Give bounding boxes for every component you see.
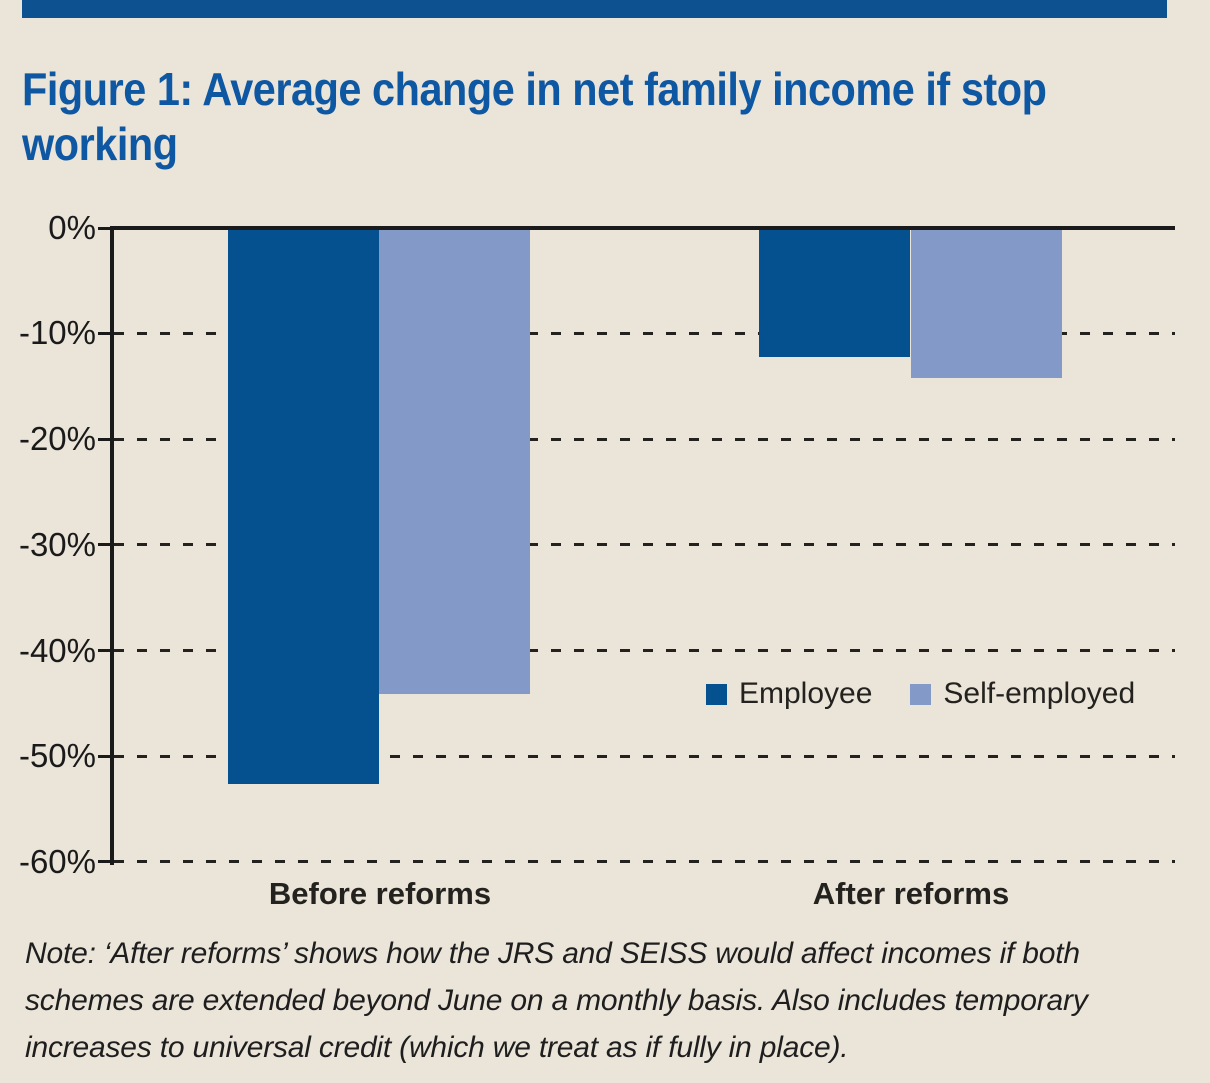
zero-baseline xyxy=(110,226,1175,230)
gridline-40 xyxy=(114,649,1175,652)
figure-note-line-3: increases to universal credit (which we … xyxy=(25,1031,849,1064)
y-tick-40 xyxy=(98,649,110,652)
y-tick-label-30: -30% xyxy=(18,526,96,563)
header-accent-bar xyxy=(22,0,1167,18)
y-tick-30 xyxy=(98,543,110,546)
y-tick-10 xyxy=(98,332,110,335)
figure-title-line-2: working xyxy=(22,118,178,170)
y-tick-label-50: -50% xyxy=(18,737,96,774)
y-axis-line xyxy=(110,226,114,865)
y-tick-60 xyxy=(98,860,110,863)
legend: Employee Self-employed xyxy=(706,674,1135,714)
gridline-20 xyxy=(114,438,1175,441)
y-tick-label-20: -20% xyxy=(18,420,96,457)
gridline-10 xyxy=(114,332,1175,335)
y-tick-20 xyxy=(98,438,110,441)
legend-label-self-employed: Self-employed xyxy=(943,677,1136,710)
y-tick-label-60: -60% xyxy=(18,843,96,880)
gridline-50 xyxy=(114,755,1175,758)
bar-after-reforms-employee xyxy=(759,230,910,357)
y-tick-50 xyxy=(98,755,110,758)
x-category-label-after-reforms: After reforms xyxy=(812,876,1010,911)
bar-before-reforms-self-employed xyxy=(379,230,530,695)
figure-title: Figure 1: Average change in net family i… xyxy=(22,62,1174,172)
gridline-30 xyxy=(114,543,1175,546)
figure-title-line-1: Figure 1: Average change in net family i… xyxy=(22,63,1047,115)
y-tick-label-40: -40% xyxy=(18,632,96,669)
legend-label-employee: Employee xyxy=(739,677,873,710)
x-category-label-before-reforms: Before reforms xyxy=(268,876,492,911)
y-tick-label-0: 0% xyxy=(48,209,96,246)
legend-swatch-self-employed xyxy=(910,683,932,705)
plot-area xyxy=(114,230,1175,863)
figure-note-line-2: schemes are extended beyond June on a mo… xyxy=(25,984,1088,1017)
bar-after-reforms-self-employed xyxy=(911,230,1062,378)
bar-before-reforms-employee xyxy=(228,230,379,784)
y-tick-label-10: -10% xyxy=(18,314,96,351)
legend-swatch-employee xyxy=(706,683,727,705)
y-tick-0 xyxy=(98,227,110,230)
figure-note: Note: ‘After reforms’ shows how the JRS … xyxy=(25,930,1195,1071)
gridline-60 xyxy=(114,860,1175,863)
figure-note-line-1: Note: ‘After reforms’ shows how the JRS … xyxy=(25,937,1080,970)
